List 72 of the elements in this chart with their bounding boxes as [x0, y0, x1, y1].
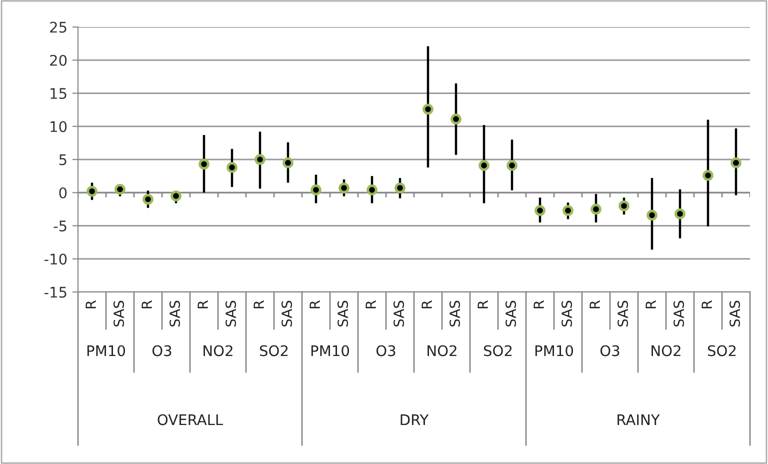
x-tick-label: SAS	[450, 300, 460, 326]
point	[226, 162, 238, 173]
x-tick-label: SAS	[730, 300, 740, 326]
point	[422, 104, 434, 115]
x-tick-label: R	[86, 300, 96, 308]
x-tick-label: R	[142, 300, 152, 308]
y-tick-label: -15	[44, 286, 66, 298]
y-tick-label: 25	[50, 22, 66, 33]
point	[590, 204, 602, 215]
x-tick-label: R	[198, 300, 208, 308]
point	[674, 208, 686, 220]
point	[618, 200, 630, 212]
x-tick-label: SAS	[282, 300, 292, 326]
point	[450, 114, 462, 125]
point	[282, 157, 294, 168]
x-tick-label: R	[646, 300, 656, 308]
y-tick-label: -10	[44, 254, 67, 265]
point	[534, 205, 546, 216]
text: PM10	[87, 345, 125, 356]
point	[254, 154, 266, 165]
y-tick-label: -5	[54, 220, 66, 232]
x-tick-label: SAS	[674, 300, 684, 326]
text: NO2	[428, 345, 456, 356]
text: SO2	[708, 345, 736, 356]
y-tick-label: 0	[59, 187, 67, 198]
x-tick-label: SAS	[506, 300, 516, 326]
point	[394, 182, 406, 194]
text: PM10	[535, 345, 573, 356]
x-tick-label: SAS	[394, 300, 404, 326]
text: DRY	[400, 414, 429, 426]
text: O3	[376, 345, 396, 356]
x-tick-label: SAS	[170, 300, 180, 326]
point	[646, 210, 658, 221]
point	[506, 160, 518, 171]
x-tick-label: R	[478, 300, 488, 308]
text: SO2	[260, 345, 288, 356]
x-tick-label: SAS	[338, 300, 348, 326]
x-tick-label: R	[534, 300, 544, 308]
x-tick-label: SAS	[562, 300, 572, 326]
point	[86, 186, 98, 197]
x-tick-label: R	[310, 300, 320, 308]
x-tick-label: SAS	[226, 300, 236, 326]
point	[142, 194, 154, 205]
point	[310, 184, 322, 196]
text: NO2	[204, 345, 232, 356]
x-tick-label: R	[254, 300, 264, 308]
x-tick-label: SAS	[114, 300, 124, 326]
text: SO2	[484, 345, 512, 356]
text: PM10	[311, 345, 349, 356]
y-tick-label: 15	[50, 88, 66, 99]
point	[562, 205, 574, 216]
x-tick-label: R	[366, 300, 376, 308]
text: NO2	[652, 345, 680, 356]
y-tick-label: 10	[50, 121, 67, 132]
text: RAINY	[618, 414, 660, 426]
text: O3	[152, 345, 172, 356]
point	[198, 158, 210, 170]
point	[170, 190, 182, 202]
point	[702, 170, 714, 181]
point	[730, 157, 742, 168]
x-tick-label: R	[702, 300, 712, 308]
text: OVERALL	[158, 414, 224, 426]
point	[366, 184, 378, 196]
x-tick-label: R	[590, 300, 600, 308]
point	[338, 182, 350, 194]
point	[114, 184, 126, 195]
x-tick-label: SAS	[618, 300, 628, 326]
point	[478, 160, 490, 171]
text: O3	[600, 345, 620, 356]
y-tick-label: 20	[50, 54, 67, 66]
x-tick-label: R	[422, 300, 432, 308]
y-tick-label: 5	[59, 154, 66, 166]
